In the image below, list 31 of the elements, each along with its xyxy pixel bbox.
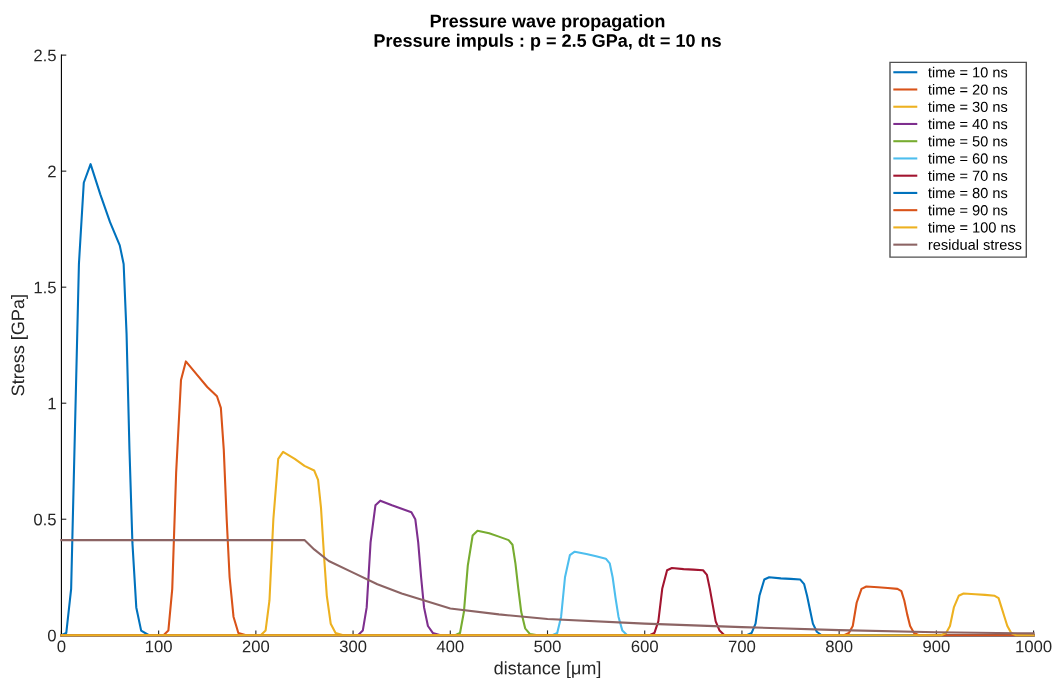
x-tick-label: 100 (146, 640, 172, 653)
legend-label: time = 100 ns (928, 221, 1016, 233)
x-tick-label: 500 (534, 640, 561, 653)
legend-label: time = 60 ns (928, 152, 1008, 164)
x-tick-label: 200 (242, 640, 270, 653)
legend-label: time = 80 ns (928, 187, 1008, 199)
y-tick-label: 2 (48, 165, 56, 178)
x-tick-label: 400 (436, 640, 464, 653)
legend-label: time = 90 ns (928, 204, 1008, 216)
legend-label: time = 20 ns (928, 84, 1008, 95)
y-tick-label: 0.5 (34, 513, 56, 526)
x-tick-label: 0 (57, 640, 66, 653)
x-tick-label: 600 (631, 640, 658, 653)
x-tick-label: 700 (728, 640, 756, 653)
legend-label: time = 70 ns (928, 170, 1008, 181)
x-tick-label: 900 (923, 640, 950, 653)
legend-label: time = 30 ns (928, 101, 1008, 112)
chart-title: Pressure wave propagation Pressure impuls : p = 2.5 GPa, dt = 10 ns (374, 14, 721, 51)
x-tick-label: 1000 (1016, 640, 1052, 653)
legend-label: time = 50 ns (928, 135, 1008, 147)
y-tick-label: 1 (48, 397, 56, 410)
y-tick-label: 2.5 (34, 49, 56, 62)
legend-label: time = 10 ns (928, 66, 1008, 78)
y-axis-title: Stress [GPa] (11, 295, 28, 396)
x-axis-title: distance [μm] (494, 661, 601, 679)
y-tick-label: 0 (47, 629, 56, 642)
x-tick-label: 300 (339, 640, 367, 653)
x-tick-label: 800 (825, 640, 853, 653)
y-tick-label: 1.5 (34, 281, 56, 294)
legend-label: residual stress (928, 239, 1022, 250)
legend-label: time = 40 ns (928, 118, 1008, 130)
